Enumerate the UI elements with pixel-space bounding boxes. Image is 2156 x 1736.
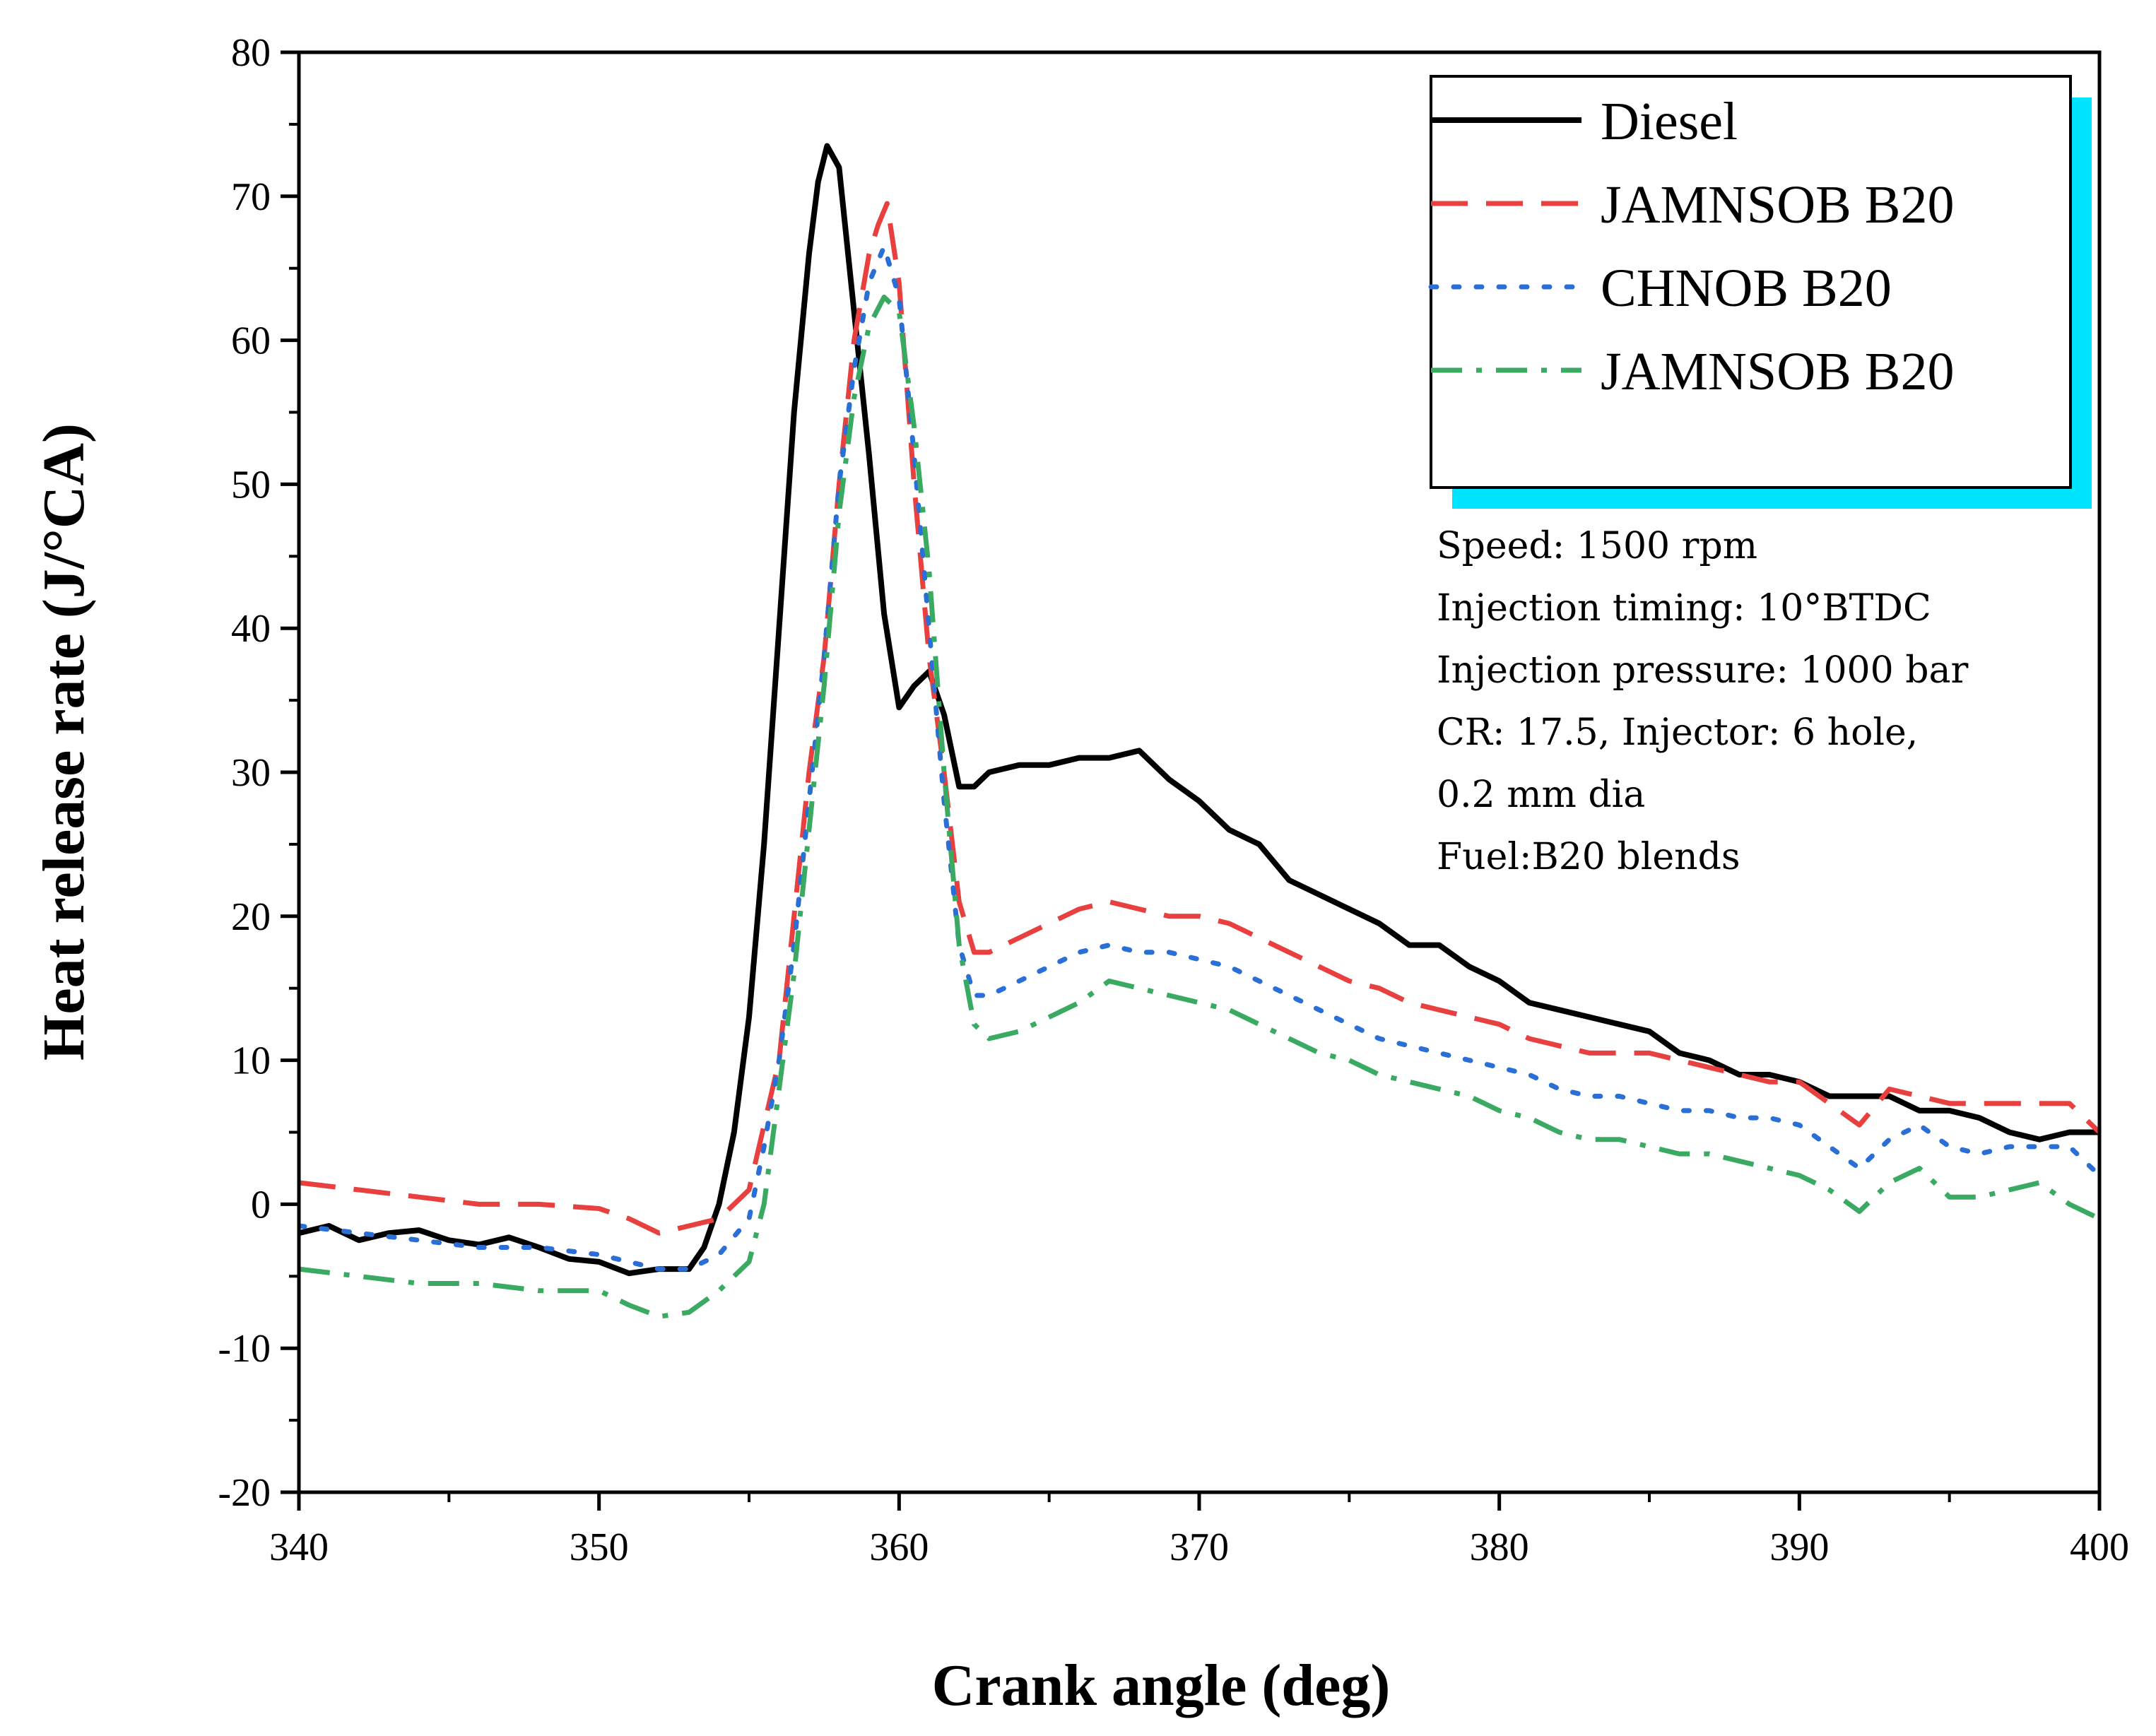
x-tick-label: 350 (570, 1525, 629, 1569)
annotation-line-1: Speed: 1500 rpm (1437, 525, 1757, 567)
legend-label-3: CHNOB B20 (1601, 259, 1892, 318)
legend-label-4: JAMNSOB B20 (1601, 342, 1954, 401)
legend-label-2: JAMNSOB B20 (1601, 175, 1954, 235)
annotation-line-5: 0.2 mm dia (1437, 774, 1645, 816)
y-tick-label: 30 (231, 751, 271, 795)
x-tick-label: 390 (1769, 1525, 1829, 1569)
series-line-3 (299, 244, 2099, 1272)
x-axis-title: Crank angle (deg) (932, 1653, 1391, 1718)
annotation-line-6: Fuel:B20 blends (1437, 836, 1740, 878)
x-tick-label: 400 (2070, 1525, 2129, 1569)
annotation-line-3: Injection pressure: 1000 bar (1437, 649, 1969, 692)
y-axis-title: Heat release rate (J/°CA) (31, 423, 97, 1061)
y-tick-label: -10 (218, 1327, 271, 1371)
y-tick-label: 60 (231, 319, 271, 363)
axes-layer: 340 350 360 370 380 390 400 -20 -10 0 10 20 30 40 50 60… (218, 31, 2129, 1569)
series-line-4 (299, 295, 2099, 1319)
x-tick-label: 370 (1170, 1525, 1229, 1569)
x-tick-label: 380 (1470, 1525, 1529, 1569)
annotation-line-2: Injection timing: 10°BTDC (1437, 587, 1931, 630)
annotation-line-4: CR: 17.5, Injector: 6 hole, (1437, 711, 1918, 754)
y-tick-label: 20 (231, 895, 271, 939)
series-layer (299, 143, 2099, 1319)
y-tick-label: 40 (231, 607, 271, 651)
legend-label-1: Diesel (1601, 92, 1738, 151)
y-tick-label: 10 (231, 1039, 271, 1083)
x-tick-label: 340 (269, 1525, 329, 1569)
legend: Diesel JAMNSOB B20 CHNOB B20 JAMNSOB B20 (1428, 75, 2092, 509)
y-tick-label: -20 (218, 1471, 271, 1515)
conditions-annotation: Speed: 1500 rpm Injection timing: 10°BTDC… (1437, 525, 1969, 878)
y-tick-label: 0 (251, 1183, 271, 1227)
x-tick-label: 360 (869, 1525, 929, 1569)
legend-box (1430, 75, 2072, 489)
y-tick-label: 50 (231, 463, 271, 507)
y-tick-label: 70 (231, 175, 271, 219)
y-tick-label: 80 (231, 31, 271, 75)
